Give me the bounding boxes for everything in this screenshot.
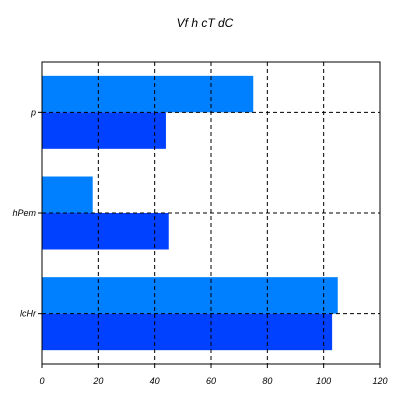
x-tick-label-80: 80 (262, 376, 272, 386)
category-label-hPem: hPem (12, 208, 36, 218)
bar-hPem-series-1 (42, 176, 93, 213)
x-tick-label-100: 100 (316, 376, 331, 386)
bar-lcHr-series-1 (42, 277, 338, 314)
x-tick-label-0: 0 (39, 376, 44, 386)
x-tick-label-60: 60 (206, 376, 216, 386)
bar-p-series-2 (42, 112, 166, 149)
x-tick-label-20: 20 (92, 376, 103, 386)
y-axis-categories: p hPem lcHr (12, 107, 42, 319)
bar-p-series-1 (42, 75, 254, 113)
bar-lcHr-series-2 (42, 313, 333, 351)
bar-hPem-series-2 (42, 213, 169, 250)
bars-layer (42, 75, 338, 351)
chart-title: Vf h cT dC (177, 16, 234, 30)
category-label-lcHr: lcHr (20, 309, 37, 319)
category-label-p: p (30, 107, 36, 117)
x-axis-ticks: 0 20 40 60 80 100 120 (39, 364, 388, 386)
x-tick-label-120: 120 (372, 376, 387, 386)
grid-layer (42, 62, 380, 364)
x-tick-label-40: 40 (150, 376, 160, 386)
